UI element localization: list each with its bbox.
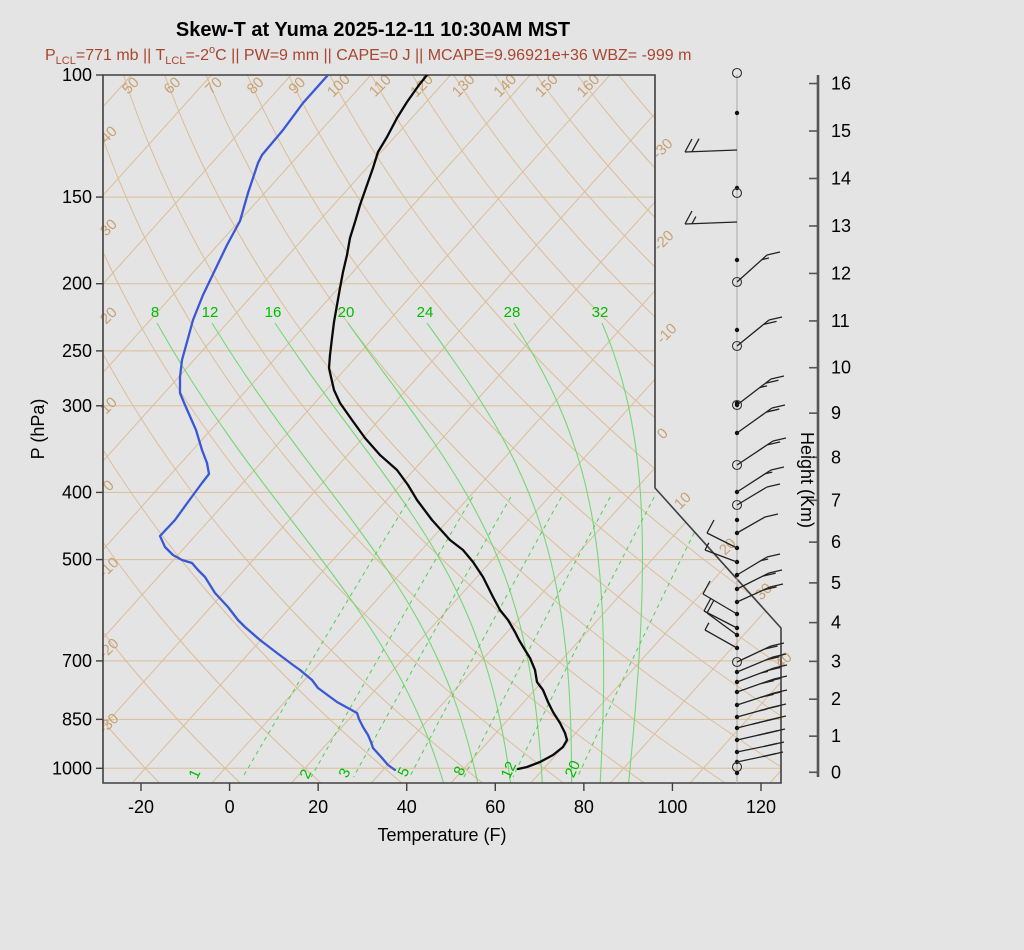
svg-text:5: 5 — [394, 765, 413, 780]
svg-text:32: 32 — [592, 304, 609, 321]
svg-text:12: 12 — [202, 304, 219, 321]
svg-text:1000: 1000 — [52, 758, 92, 778]
svg-text:-20: -20 — [128, 797, 154, 817]
svg-text:0: 0 — [831, 762, 841, 782]
svg-text:12: 12 — [831, 263, 851, 283]
dry-adiabat-lines — [103, 75, 781, 783]
svg-text:8: 8 — [831, 447, 841, 467]
svg-text:4: 4 — [831, 613, 841, 633]
svg-text:200: 200 — [62, 274, 92, 294]
svg-text:120: 120 — [746, 797, 776, 817]
svg-text:1: 1 — [831, 726, 841, 746]
isotherm-lines — [103, 75, 781, 783]
svg-text:5: 5 — [831, 573, 841, 593]
svg-text:16: 16 — [265, 304, 282, 321]
svg-text:80: 80 — [574, 797, 594, 817]
svg-text:28: 28 — [504, 304, 521, 321]
pressure-axis: 100 150 200 250 300 400 500 700 850 1000 — [52, 65, 103, 778]
svg-text:20: 20 — [562, 758, 584, 780]
chart-subtitle: PLCL​=771 mb || TLCL​=-2o​C || PW=9 mm |… — [45, 44, 691, 67]
svg-text:400: 400 — [62, 482, 92, 502]
svg-text:12: 12 — [498, 759, 520, 781]
temperature-axis: -20 0 20 40 60 80 100 120 — [128, 783, 776, 817]
svg-text:11: 11 — [831, 311, 850, 331]
wind-barb-column — [684, 67, 788, 783]
svg-text:0: 0 — [225, 797, 235, 817]
temperature-curve — [327, 75, 569, 771]
svg-text:80: 80 — [244, 74, 268, 98]
svg-text:7: 7 — [831, 490, 841, 510]
svg-text:30: 30 — [97, 216, 121, 240]
chart-title: Skew-T at Yuma 2025-12-11 10:30AM MST — [176, 19, 570, 41]
svg-text:100: 100 — [62, 65, 92, 85]
svg-text:700: 700 — [62, 651, 92, 671]
svg-text:100: 100 — [657, 797, 687, 817]
pressure-axis-label: P (hPa) — [28, 399, 48, 460]
svg-text:1: 1 — [185, 767, 204, 782]
temperature-axis-label: Temperature (F) — [377, 825, 506, 845]
svg-text:-20: -20 — [95, 635, 122, 662]
svg-text:13: 13 — [831, 216, 851, 236]
svg-text:-10: -10 — [95, 554, 122, 581]
svg-text:9: 9 — [831, 403, 841, 423]
svg-text:-30: -30 — [95, 710, 122, 737]
svg-text:15: 15 — [831, 121, 851, 141]
svg-text:40: 40 — [97, 123, 121, 147]
dewpoint-curve — [158, 75, 397, 772]
height-axis-label: Height (Km) — [797, 432, 817, 528]
svg-text:60: 60 — [161, 74, 185, 98]
svg-text:20: 20 — [308, 797, 328, 817]
svg-text:60: 60 — [485, 797, 505, 817]
svg-text:70: 70 — [202, 74, 226, 98]
svg-text:150: 150 — [62, 187, 92, 207]
moist-adiabat-lines — [156, 322, 644, 783]
svg-text:20: 20 — [338, 304, 355, 321]
svg-text:2: 2 — [831, 689, 841, 709]
subscript: LCL — [165, 55, 185, 67]
svg-text:0: 0 — [654, 425, 672, 443]
svg-text:40: 40 — [397, 797, 417, 817]
svg-text:500: 500 — [62, 550, 92, 570]
svg-text:10: 10 — [831, 358, 851, 378]
svg-text:14: 14 — [831, 168, 851, 188]
subscript: LCL — [56, 55, 76, 67]
svg-text:300: 300 — [62, 396, 92, 416]
svg-text:6: 6 — [831, 532, 841, 552]
svg-text:-10: -10 — [653, 320, 680, 347]
mixing-ratio-lines — [242, 496, 713, 778]
isobar-lines — [103, 75, 781, 769]
svg-text:850: 850 — [62, 709, 92, 729]
svg-text:50: 50 — [119, 74, 143, 98]
svg-text:16: 16 — [831, 74, 851, 94]
svg-text:250: 250 — [62, 341, 92, 361]
svg-text:3: 3 — [831, 651, 841, 671]
svg-text:-30: -30 — [649, 135, 676, 162]
svg-text:24: 24 — [417, 304, 434, 321]
svg-text:8: 8 — [151, 304, 159, 321]
svg-text:20: 20 — [97, 304, 121, 328]
plot-frame — [102, 74, 782, 784]
